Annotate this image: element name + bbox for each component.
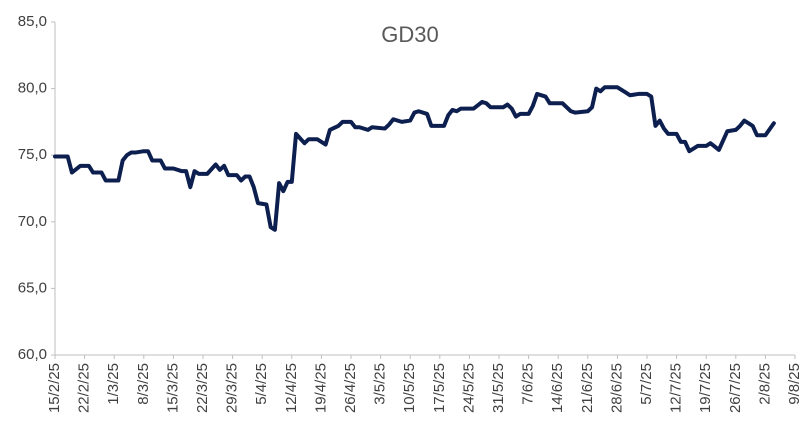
- y-tick-label: 85,0: [18, 13, 47, 30]
- x-tick-label: 21/6/25: [579, 363, 596, 413]
- x-tick-label: 17/5/25: [431, 363, 448, 413]
- x-tick-label: 2/8/25: [756, 363, 773, 405]
- x-tick-label: 22/2/25: [76, 363, 93, 413]
- y-tick-label: 65,0: [18, 279, 47, 296]
- chart-title: GD30: [381, 22, 438, 47]
- data-line: [53, 85, 776, 232]
- x-tick-label: 24/5/25: [460, 363, 477, 413]
- x-tick-label: 12/7/25: [668, 363, 685, 413]
- x-tick-label: 26/7/25: [727, 363, 744, 413]
- y-tick-label: 70,0: [18, 213, 47, 230]
- x-tick-label: 10/5/25: [401, 363, 418, 413]
- x-tick-label: 31/5/25: [490, 363, 507, 413]
- x-tick-label: 12/4/25: [283, 363, 300, 413]
- x-tick-label: 9/8/25: [786, 363, 803, 405]
- x-tick-label: 19/4/25: [312, 363, 329, 413]
- x-tick-label: 22/3/25: [194, 363, 211, 413]
- x-tick-label: 26/4/25: [342, 363, 359, 413]
- x-tick-label: 15/2/25: [46, 363, 63, 413]
- x-tick-label: 1/3/25: [105, 363, 122, 405]
- x-tick-label: 3/5/25: [372, 363, 389, 405]
- x-tick-label: 8/3/25: [135, 363, 152, 405]
- y-tick-label: 60,0: [18, 346, 47, 363]
- x-tick-label: 5/7/25: [638, 363, 655, 405]
- x-tick-label: 19/7/25: [697, 363, 714, 413]
- x-tick-label: 15/3/25: [164, 363, 181, 413]
- x-tick-label: 5/4/25: [253, 363, 270, 405]
- y-tick-label: 75,0: [18, 146, 47, 163]
- x-tick-label: 28/6/25: [608, 363, 625, 413]
- x-tick-label: 29/3/25: [224, 363, 241, 413]
- x-tick-label: 7/6/25: [520, 363, 537, 405]
- x-tick-label: 14/6/25: [549, 363, 566, 413]
- y-tick-label: 80,0: [18, 80, 47, 97]
